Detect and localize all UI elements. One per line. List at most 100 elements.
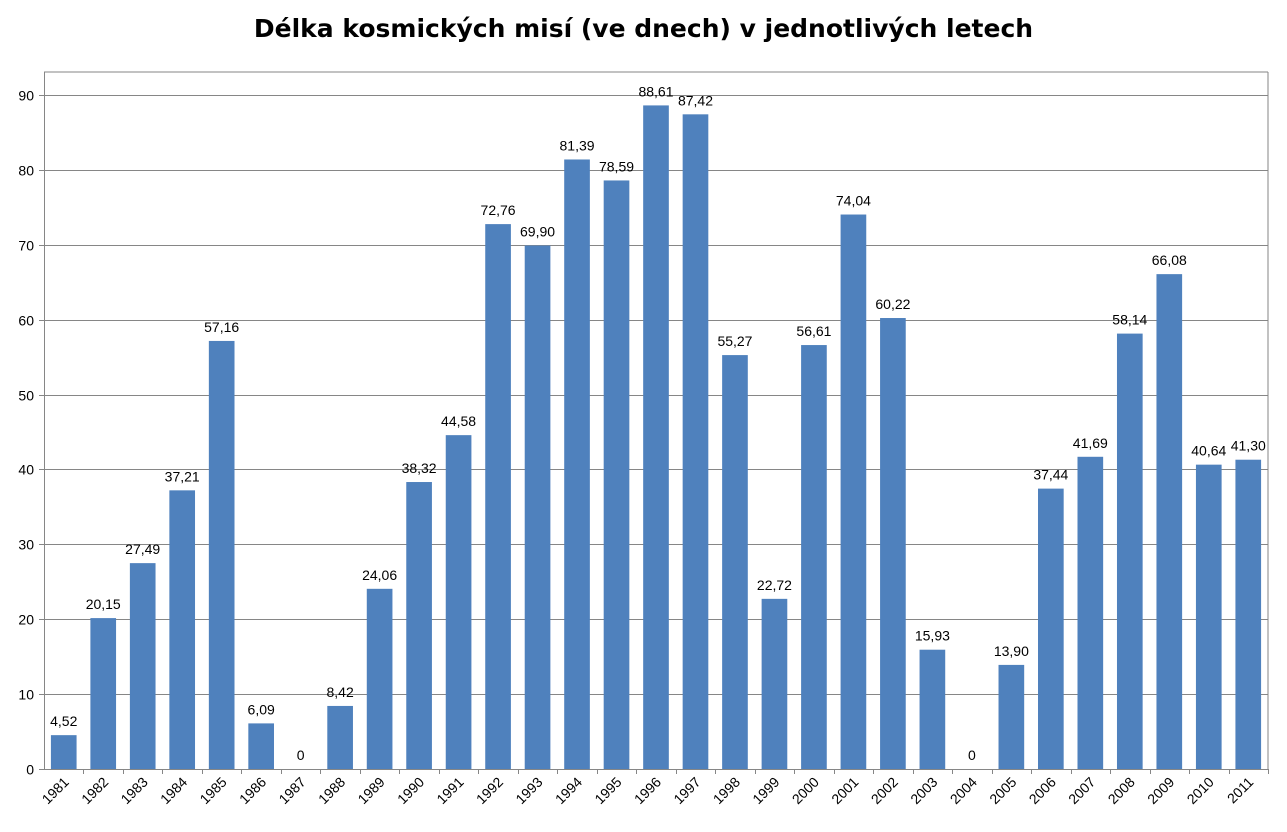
bar (1116, 333, 1143, 769)
data-label: 55,27 (717, 333, 752, 349)
x-tick-label: 1994 (552, 774, 585, 807)
x-tick-label: 2006 (1026, 774, 1059, 807)
data-label: 56,61 (796, 323, 831, 339)
x-tick-label: 1987 (275, 774, 308, 807)
bar (366, 588, 393, 769)
x-tick-label: 2004 (947, 774, 980, 807)
bar (485, 224, 511, 769)
data-label: 38,32 (402, 460, 437, 476)
bar (208, 340, 235, 769)
bar (406, 482, 432, 769)
data-label: 6,09 (248, 701, 275, 717)
data-label: 37,44 (1033, 467, 1068, 483)
bar (603, 180, 630, 769)
x-tick-label: 1983 (117, 774, 150, 807)
bar (722, 355, 748, 769)
x-tick-label: 2009 (1144, 774, 1177, 807)
x-tick-label: 2000 (789, 774, 822, 807)
data-label: 8,42 (327, 684, 354, 700)
data-label: 27,49 (125, 541, 160, 557)
x-tick-label: 2010 (1184, 774, 1217, 807)
x-tick-label: 1986 (236, 774, 269, 807)
bar (327, 705, 353, 769)
data-label: 41,30 (1231, 438, 1266, 454)
bar (682, 114, 709, 769)
bar (50, 735, 77, 769)
bar (1038, 488, 1064, 769)
x-tick-label: 1989 (354, 774, 387, 807)
bar (761, 598, 788, 769)
x-tick-label: 2008 (1105, 774, 1138, 807)
x-tick-label: 1999 (749, 774, 782, 807)
data-label: 40,64 (1191, 443, 1226, 459)
x-tick-label: 2007 (1065, 774, 1098, 807)
data-label: 81,39 (560, 137, 595, 153)
y-tick-label: 70 (18, 238, 34, 254)
x-tick-label: 1997 (670, 774, 703, 807)
data-label: 37,21 (165, 468, 200, 484)
x-tick-labels: 1981 1982 1983 1984 1985 1986 1987 1988 1989 1990… (39, 774, 1257, 807)
axes (39, 71, 1269, 774)
data-label: 0 (968, 747, 976, 763)
bar (248, 723, 274, 769)
data-label: 57,16 (204, 319, 239, 335)
data-label: 72,76 (481, 202, 516, 218)
data-label: 0 (297, 747, 305, 763)
bar (1235, 459, 1262, 769)
y-tick-label: 30 (18, 537, 34, 553)
bar (1077, 456, 1104, 769)
y-tick-label: 80 (18, 163, 34, 179)
bars (50, 105, 1262, 770)
data-label: 88,61 (638, 83, 673, 99)
data-label: 60,22 (875, 296, 910, 312)
y-tick-label: 20 (18, 612, 34, 628)
bar (90, 618, 117, 769)
x-tick-label: 1981 (39, 774, 72, 807)
bar (129, 563, 156, 769)
bar (169, 490, 196, 769)
data-label: 4,52 (50, 713, 77, 729)
data-label: 58,14 (1112, 312, 1147, 328)
data-label: 44,58 (441, 413, 476, 429)
chart-title: Délka kosmických misí (ve dnech) v jedno… (253, 14, 1034, 43)
data-label: 74,04 (836, 193, 871, 209)
bar (840, 214, 867, 770)
bar (1156, 274, 1183, 769)
data-labels: 4,52 20,15 27,49 37,21 57,16 6,09 0 8,42 24,06 38… (50, 83, 1266, 763)
bar (643, 105, 669, 770)
x-tick-label: 1992 (473, 774, 506, 807)
data-label: 78,59 (599, 158, 634, 174)
data-label: 87,42 (678, 92, 713, 108)
x-tick-label: 1998 (710, 774, 743, 807)
data-label: 66,08 (1152, 252, 1187, 268)
bar (998, 664, 1025, 769)
y-tick-label: 10 (18, 687, 34, 703)
x-tick-label: 1990 (394, 774, 427, 807)
data-label: 22,72 (757, 577, 792, 593)
y-tick-label: 50 (18, 388, 34, 404)
bar (801, 345, 827, 769)
y-tick-labels: 0 10 20 30 40 50 60 70 80 90 (18, 88, 34, 778)
y-tick-label: 90 (18, 88, 34, 104)
x-tick-label: 1982 (78, 774, 111, 807)
bar (919, 649, 946, 769)
x-tick-label: 2003 (907, 774, 940, 807)
data-label: 15,93 (915, 628, 950, 644)
x-tick-label: 2005 (986, 774, 1019, 807)
bar (524, 245, 551, 769)
x-tick-label: 1984 (157, 774, 190, 807)
bar (564, 159, 590, 769)
data-label: 41,69 (1073, 435, 1108, 451)
data-label: 20,15 (86, 596, 121, 612)
data-label: 13,90 (994, 643, 1029, 659)
x-tick-label: 2001 (828, 774, 861, 807)
x-tick-label: 1991 (433, 774, 466, 807)
x-tick-label: 1996 (631, 774, 664, 807)
x-tick-label: 1988 (315, 774, 348, 807)
y-tick-label: 60 (18, 313, 34, 329)
x-tick-label: 1993 (512, 774, 545, 807)
x-tick-label: 2002 (868, 774, 901, 807)
y-tick-label: 0 (26, 762, 34, 778)
